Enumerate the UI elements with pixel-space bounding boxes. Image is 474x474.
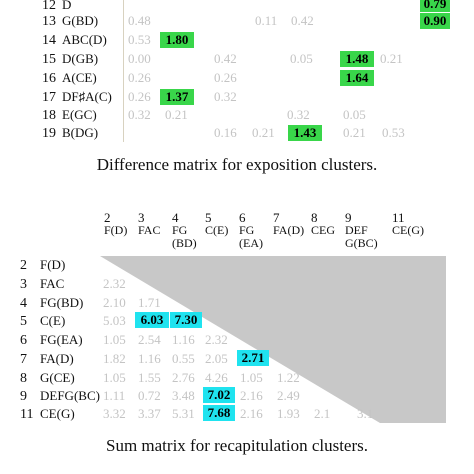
cell: 0.55: [172, 351, 195, 366]
cell: 1.11: [103, 388, 126, 403]
cell: 3.32: [103, 406, 126, 421]
cell: 2.16: [240, 388, 263, 403]
cell: 1.82: [103, 351, 126, 366]
cell: 0.72: [138, 388, 161, 403]
cell: 5.31: [172, 406, 195, 421]
cell: 1.05: [240, 370, 263, 385]
cell: 0.32: [128, 107, 151, 122]
matrix-left-border: [123, 0, 124, 142]
cell: 0.26: [128, 89, 151, 104]
cell: 1.93: [277, 406, 300, 421]
cell: 1.16: [138, 351, 161, 366]
cell: 2.76: [172, 370, 195, 385]
row-label-17: 17 DF♯A(C): [42, 89, 112, 105]
col-header-7: 7 FA(D): [273, 210, 305, 237]
highlighted-cell: 7.02: [203, 387, 235, 403]
row-label-8: 8 G(CE): [20, 370, 75, 386]
cell: 0.00: [128, 51, 151, 66]
cell: 1.71: [138, 295, 161, 310]
cell: 0.26: [214, 70, 237, 85]
cell: 0.05: [343, 107, 366, 122]
col-header-11: 11 CE(G): [392, 210, 424, 237]
col-header-2: 2 F(D): [104, 210, 128, 237]
cell: 3.48: [172, 388, 195, 403]
cell: 1.16: [172, 332, 195, 347]
cell: 0.21: [380, 51, 403, 66]
cell: 2.16: [240, 406, 263, 421]
highlighted-cell: 1.37: [160, 89, 194, 105]
row-label-15: 15 D(GB): [42, 51, 99, 67]
row-label-19: 19 B(DG): [42, 125, 99, 141]
cell: 0.32: [287, 107, 310, 122]
cell: 1.55: [138, 370, 161, 385]
highlighted-cell: 1.43: [288, 125, 322, 141]
cell: 0.42: [291, 13, 314, 28]
cell: 1.05: [103, 370, 126, 385]
cell: 3.1: [357, 406, 374, 421]
cell: 0.16: [214, 125, 237, 140]
row-label-9: 9 DEFG(BC): [20, 388, 100, 404]
row-label-14: 14 ABC(D): [42, 32, 107, 48]
cell: 3.37: [138, 406, 161, 421]
cell: 5.03: [103, 313, 126, 328]
cell: 0.32: [214, 89, 237, 104]
row-label-12: 12 D: [42, 0, 72, 13]
highlighted-cell: 6.03: [135, 312, 169, 328]
cell: 4.26: [205, 370, 228, 385]
cell: 2.32: [205, 332, 228, 347]
row-label-5: 5 C(E): [20, 313, 66, 329]
row-label-18: 18 E(GC): [42, 107, 97, 123]
cell: 0.05: [290, 51, 313, 66]
cell: 2.10: [103, 295, 126, 310]
row-label-3: 3 FAC: [20, 276, 65, 292]
col-header-4: 4 FG (BD): [172, 210, 197, 250]
row-label-4: 4 FG(BD): [20, 295, 84, 311]
highlighted-cell: 7.68: [203, 405, 235, 421]
row-label-13: 13 G(BD): [42, 13, 99, 29]
row-label-6: 6 FG(EA): [20, 332, 83, 348]
highlighted-cell: 1.80: [160, 32, 194, 48]
row-label-7: 7 FA(D): [20, 351, 74, 367]
highlighted-cell: 2.71: [237, 350, 269, 366]
col-header-5: 5 C(E): [205, 210, 229, 237]
col-header-6: 6 FG (EA): [239, 210, 263, 250]
cell: 1.22: [277, 370, 300, 385]
cell: 2.32: [103, 276, 126, 291]
col-header-3: 3 FAC: [138, 210, 161, 237]
cell: 0.21: [165, 107, 188, 122]
row-label-16: 16 A(CE): [42, 70, 97, 86]
cell: 2.54: [138, 332, 161, 347]
cell: 0.21: [252, 125, 275, 140]
cell: 2.05: [205, 351, 228, 366]
sum-matrix-caption: Sum matrix for recapitulation clusters.: [105, 436, 368, 455]
cell: 0.53: [128, 32, 151, 47]
col-header-8: 8 CEG: [311, 210, 335, 237]
edge-value: 0.79: [420, 0, 450, 12]
row-label-11: 11 CE(G): [20, 406, 75, 422]
highlighted-cell: 1.64: [340, 70, 374, 86]
col-header-9: 9 DEF G(BC): [345, 210, 378, 250]
cell: 0.21: [343, 125, 366, 140]
highlighted-cell: 1.48: [340, 51, 374, 67]
cell: 2.1: [314, 406, 331, 421]
cell: 2.49: [277, 388, 300, 403]
row-label-2: 2 F(D): [20, 257, 66, 273]
cell: 0.48: [128, 13, 151, 28]
cell: 0.42: [214, 51, 237, 66]
cell: 0.53: [382, 125, 405, 140]
highlighted-cell: 7.30: [170, 312, 202, 328]
edge-value: 0.90: [420, 13, 450, 29]
cell: 1.05: [103, 332, 126, 347]
cell: 0.11: [255, 13, 278, 28]
cell: 0.26: [128, 70, 151, 85]
difference-matrix-caption: Difference matrix for exposition cluster…: [96, 155, 378, 174]
